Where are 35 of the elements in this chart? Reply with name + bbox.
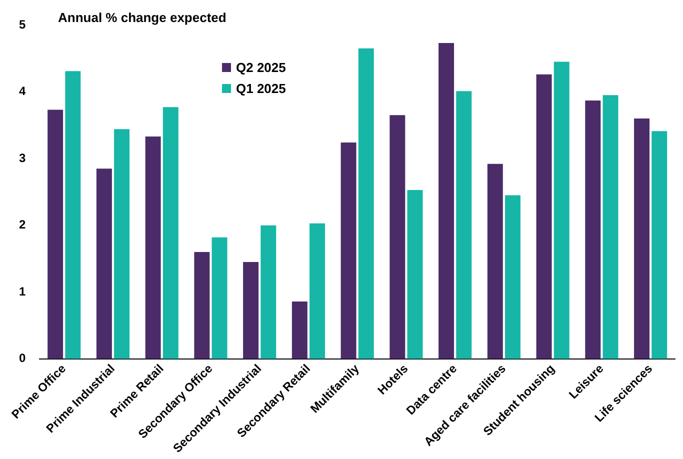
- legend-label: Q1 2025: [236, 81, 286, 96]
- bar: [340, 142, 356, 359]
- bar: [358, 48, 374, 359]
- bar: [194, 252, 210, 359]
- bar: [536, 74, 552, 359]
- bar: [634, 118, 650, 359]
- y-tick-label: 5: [18, 17, 26, 32]
- bar: [162, 107, 178, 359]
- y-tick-label: 4: [18, 84, 26, 98]
- bar: [438, 43, 454, 359]
- bar: [407, 190, 423, 359]
- bar: [390, 115, 406, 359]
- bar: [212, 237, 228, 359]
- bar: [48, 110, 64, 359]
- bar: [487, 164, 503, 359]
- bar: [96, 168, 112, 359]
- y-axis-title: Annual % change expected: [58, 10, 226, 25]
- bar: [602, 95, 618, 359]
- y-tick-label: 3: [18, 150, 26, 165]
- legend-label: Q2 2025: [236, 60, 286, 75]
- bar: [145, 136, 161, 359]
- bar: [310, 223, 326, 359]
- y-tick-label: 0: [18, 351, 26, 366]
- y-tick-label: 2: [18, 218, 26, 232]
- bar: [505, 195, 520, 359]
- bar: [652, 131, 668, 359]
- bar: [65, 71, 81, 359]
- bar: [585, 100, 601, 359]
- bar: [114, 129, 130, 359]
- bar: [554, 62, 570, 359]
- bar: [292, 301, 308, 359]
- bar: [243, 262, 259, 359]
- bar: [260, 225, 276, 359]
- bar: [456, 91, 472, 359]
- y-tick-label: 1: [18, 284, 26, 298]
